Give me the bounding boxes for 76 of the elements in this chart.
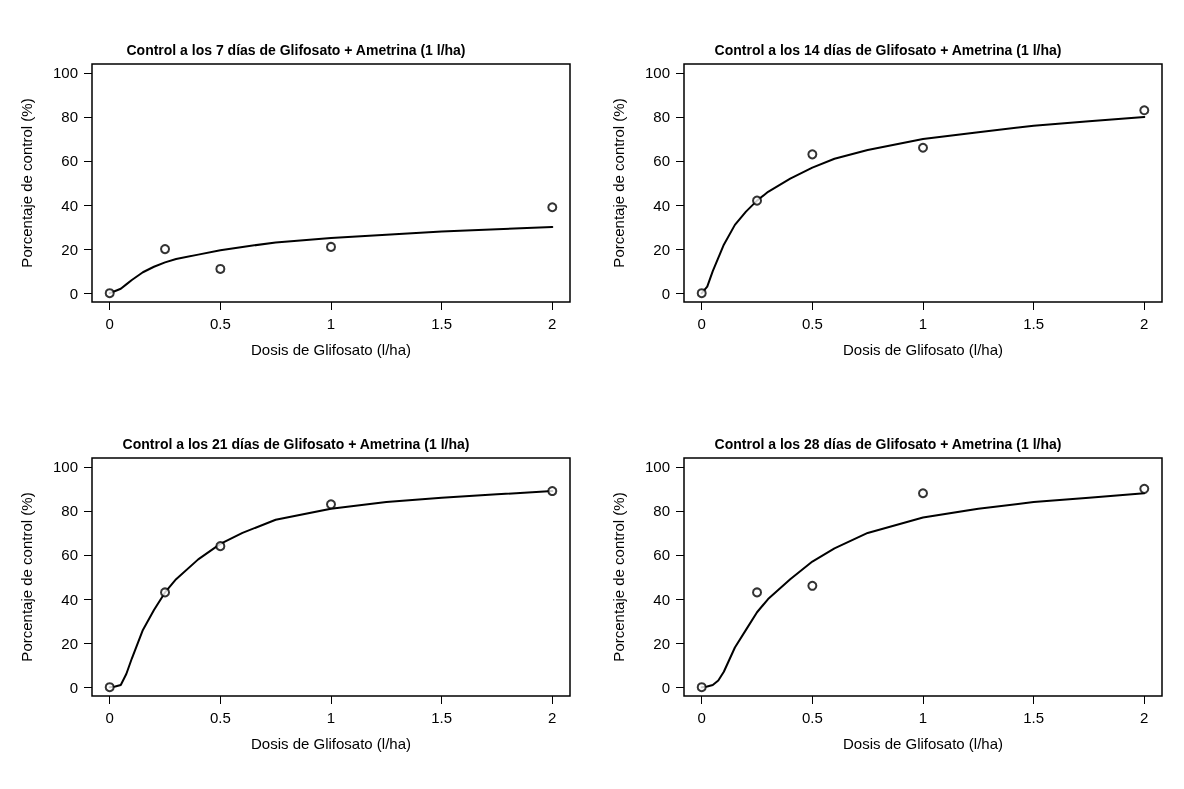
- point: [160, 244, 171, 255]
- point: [104, 682, 115, 693]
- x-tick-label: 2: [548, 709, 557, 726]
- y-tick-label: 20: [61, 634, 78, 652]
- x-tick-label: 0.5: [801, 709, 823, 726]
- point: [326, 499, 336, 510]
- point: [752, 195, 763, 206]
- y-tick-label: 0: [69, 284, 78, 302]
- chart-title: Control a los 7 días de Glifosato + Ametrina (1 l/ha): [126, 42, 466, 58]
- y-tick-label: 40: [653, 590, 670, 608]
- point: [807, 149, 818, 160]
- point: [807, 580, 818, 591]
- x-tick-label: 0: [697, 709, 706, 726]
- y-tick-label: 20: [653, 240, 670, 258]
- y-tick-label: 100: [644, 64, 670, 82]
- y-axis-title: Porcentaje de control (%): [18, 98, 35, 268]
- point: [752, 587, 763, 598]
- y-axis-title: Porcentaje de control (%): [610, 98, 627, 268]
- point: [918, 142, 928, 153]
- x-tick-label: 0.5: [209, 709, 231, 726]
- x-tick-label: 0.5: [209, 315, 231, 332]
- point: [215, 541, 226, 552]
- point: [918, 488, 928, 499]
- point: [696, 682, 707, 693]
- x-tick-label: 1: [918, 709, 928, 726]
- x-axis-title: Dosis de Glifosato (l/ha): [842, 735, 1004, 752]
- y-tick-label: 80: [653, 108, 670, 126]
- chart-title: Control a los 14 días de Glifosato + Ametrina (1 l/ha): [714, 42, 1062, 58]
- point: [696, 288, 707, 299]
- x-tick-label: 1.5: [1023, 709, 1045, 726]
- point: [160, 587, 171, 598]
- point: [1139, 105, 1150, 116]
- x-tick-label: 1.5: [1023, 315, 1045, 332]
- y-tick-label: 80: [653, 502, 670, 520]
- x-tick-label: 0: [105, 709, 114, 726]
- y-tick-label: 80: [61, 502, 78, 520]
- x-tick-label: 1.5: [431, 315, 453, 332]
- x-tick-label: 0: [697, 315, 706, 332]
- y-tick-label: 80: [61, 108, 78, 126]
- point: [215, 263, 226, 274]
- y-tick-label: 0: [69, 678, 78, 696]
- x-axis-title: Dosis de Glifosato (l/ha): [250, 341, 412, 358]
- x-tick-label: 1: [326, 315, 336, 332]
- x-tick-label: 0.5: [801, 315, 823, 332]
- point: [547, 202, 558, 213]
- y-tick-label: 100: [644, 458, 670, 476]
- y-tick-label: 60: [653, 546, 670, 564]
- y-tick-label: 20: [61, 240, 78, 258]
- point: [326, 241, 336, 252]
- y-tick-label: 40: [61, 590, 78, 608]
- y-tick-label: 100: [52, 64, 78, 82]
- y-tick-label: 60: [61, 152, 78, 170]
- y-tick-label: 60: [653, 152, 670, 170]
- y-tick-label: 0: [661, 678, 670, 696]
- point: [547, 486, 558, 497]
- y-tick-label: 20: [653, 634, 670, 652]
- x-tick-label: 2: [1140, 709, 1149, 726]
- x-tick-label: 1: [326, 709, 336, 726]
- y-tick-label: 100: [52, 458, 78, 476]
- chart-title: Control a los 28 días de Glifosato + Ametrina (1 l/ha): [714, 436, 1062, 452]
- y-tick-label: 0: [661, 284, 670, 302]
- x-tick-label: 1: [918, 315, 928, 332]
- point: [1139, 483, 1150, 494]
- y-tick-label: 60: [61, 546, 78, 564]
- x-tick-label: 2: [548, 315, 557, 332]
- x-axis-title: Dosis de Glifosato (l/ha): [842, 341, 1004, 358]
- x-axis-title: Dosis de Glifosato (l/ha): [250, 735, 412, 752]
- x-tick-label: 0: [105, 315, 114, 332]
- point: [104, 288, 115, 299]
- y-axis-title: Porcentaje de control (%): [18, 492, 35, 662]
- y-tick-label: 40: [653, 196, 670, 214]
- chart-title: Control a los 21 días de Glifosato + Ametrina (1 l/ha): [122, 436, 470, 452]
- y-tick-label: 40: [61, 196, 78, 214]
- x-tick-label: 1.5: [431, 709, 453, 726]
- x-tick-label: 2: [1140, 315, 1149, 332]
- y-axis-title: Porcentaje de control (%): [610, 492, 627, 662]
